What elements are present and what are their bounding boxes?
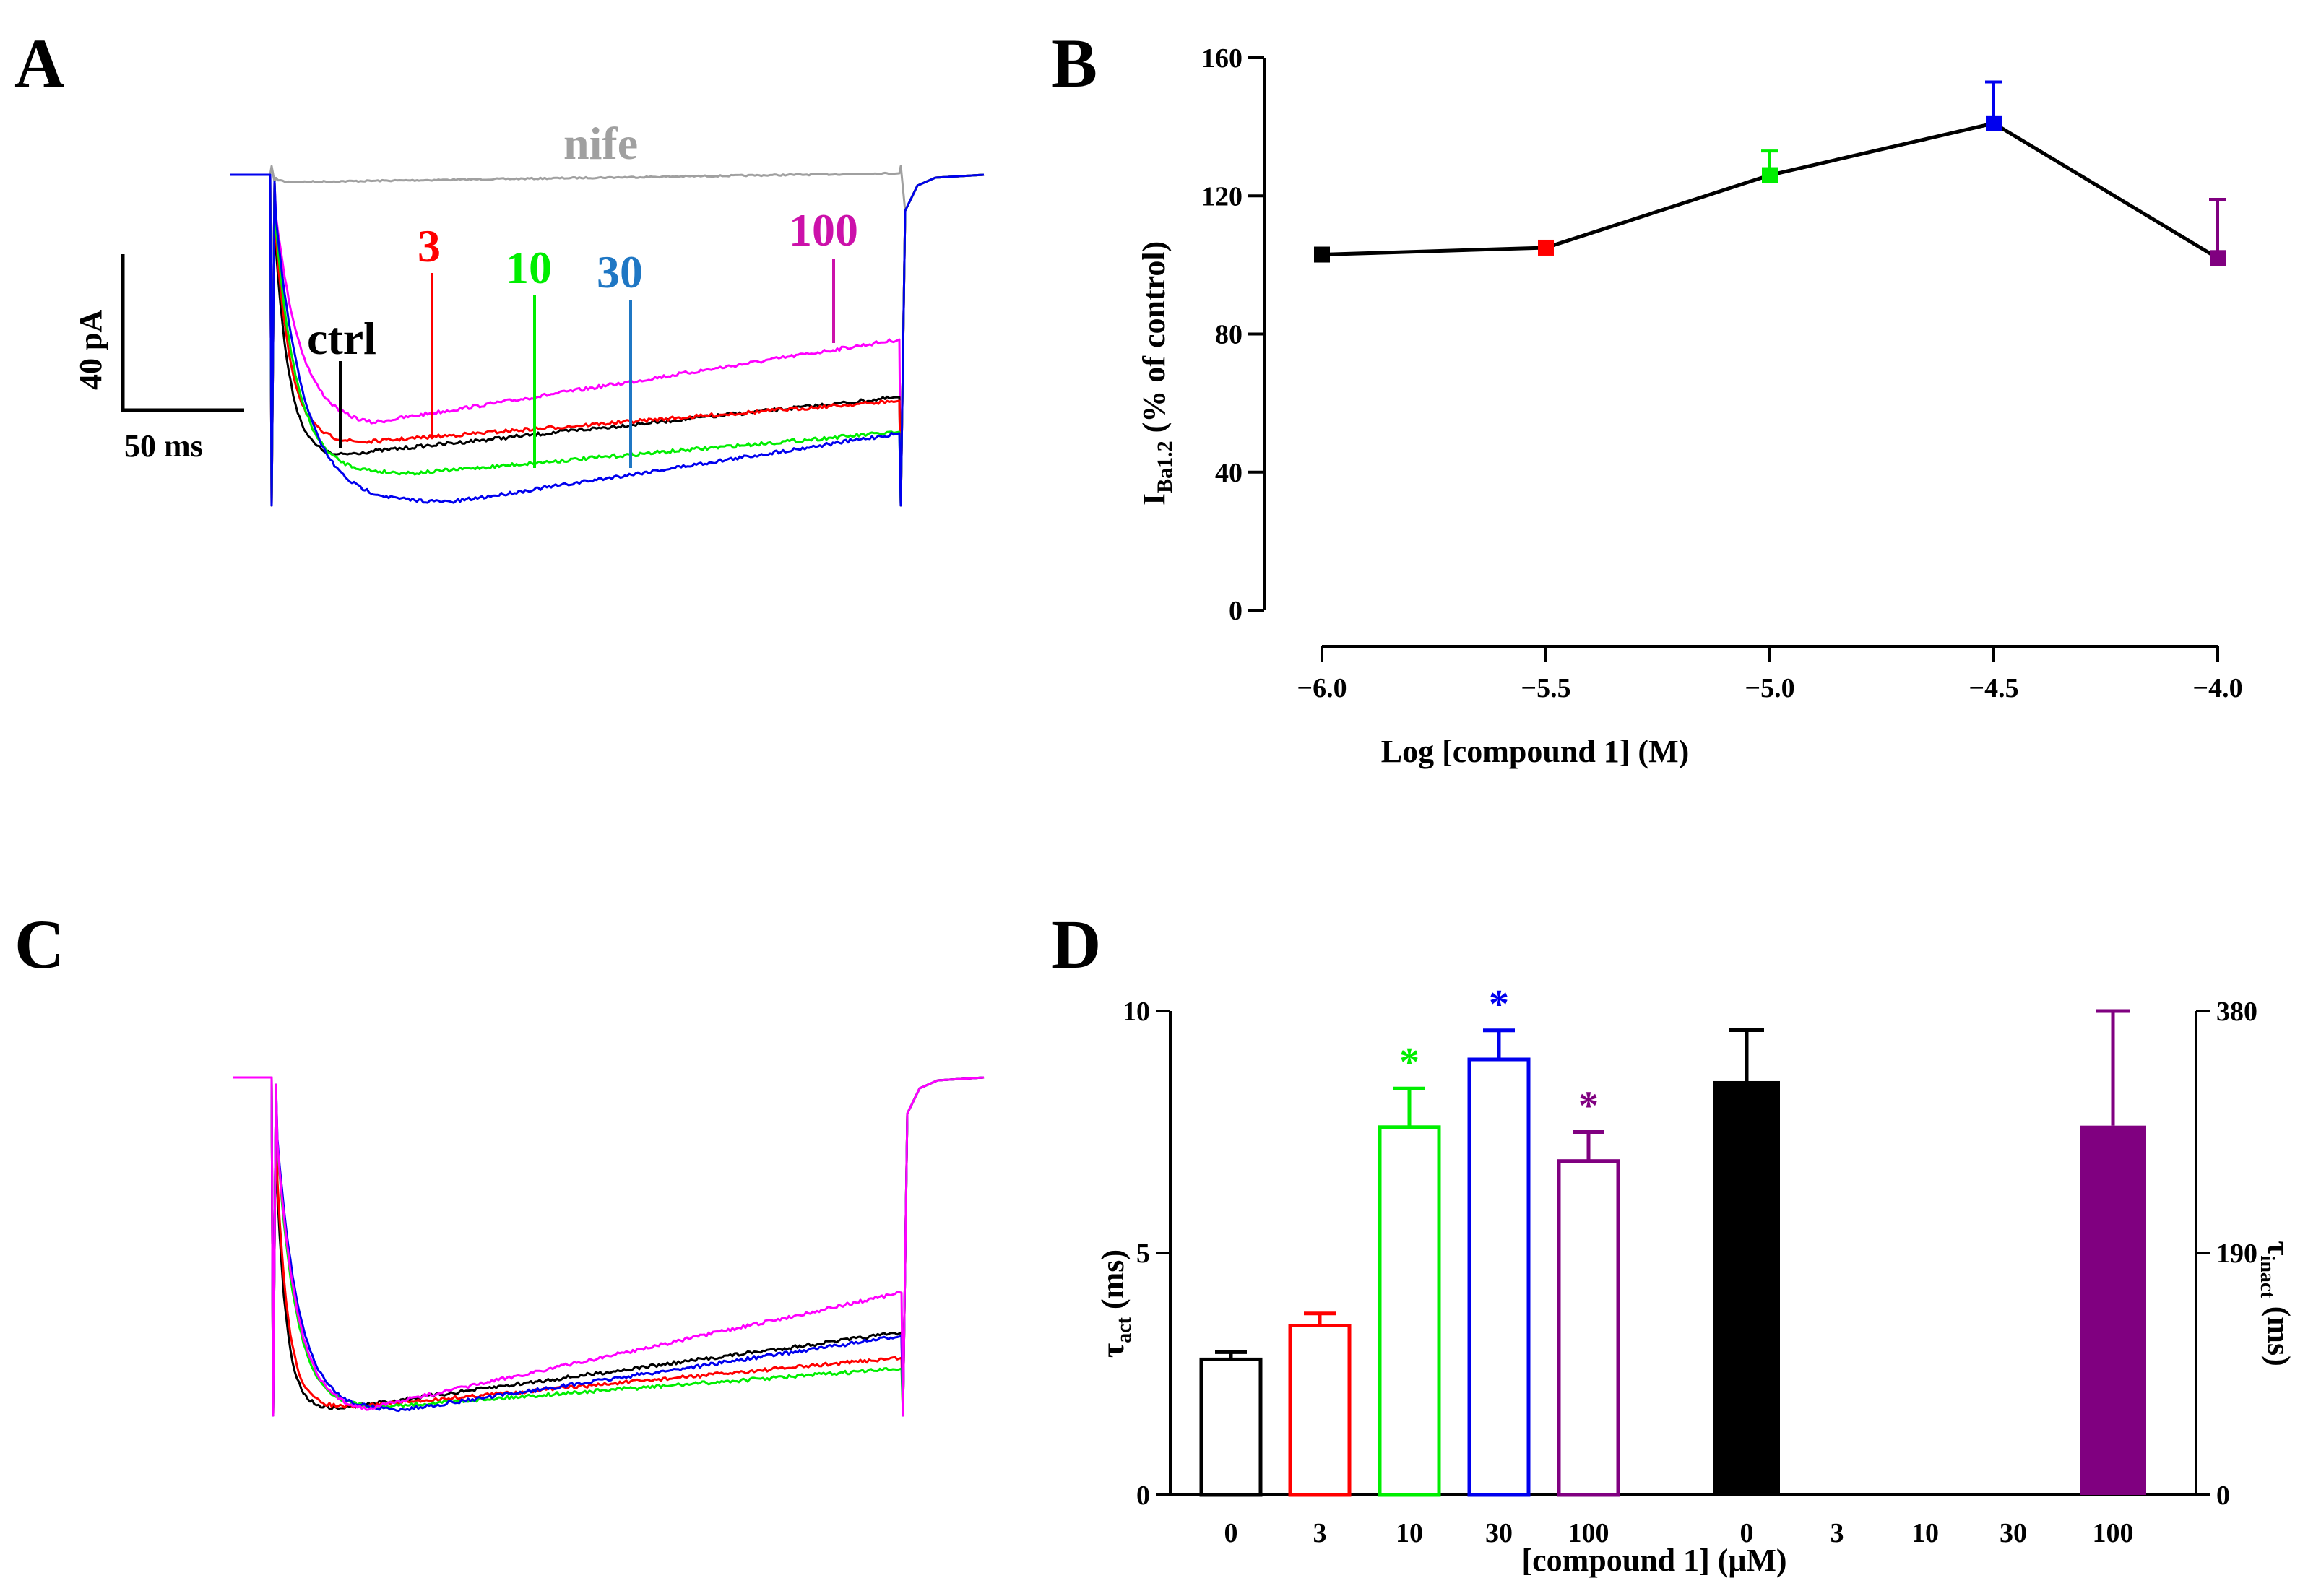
panel-b-point bbox=[1986, 115, 2002, 131]
panel-d-letter: D bbox=[1051, 906, 1101, 983]
panel-b-xtick-label: −5.0 bbox=[1745, 673, 1794, 703]
panel-b-ylabel-main: I bbox=[1136, 493, 1172, 506]
trace-c-ctrl bbox=[233, 1076, 985, 1417]
label-30: 30 bbox=[597, 246, 643, 298]
panel-b-letter: B bbox=[1051, 25, 1097, 102]
panel-b-point bbox=[1538, 239, 1554, 256]
panel-d-ylabel-left-sub: act bbox=[1113, 1317, 1136, 1343]
label-3: 3 bbox=[418, 220, 441, 272]
panel-d-ylabel-right: τinact (ms) bbox=[2256, 1241, 2296, 1366]
panel-d-xtick-label: 10 bbox=[1396, 1518, 1423, 1548]
panel-b-ytick-label: 0 bbox=[1229, 596, 1242, 626]
panel-d-ylabel-right-rest: (ms) bbox=[2261, 1298, 2296, 1366]
panel-d-right-tick-label: 190 bbox=[2216, 1239, 2257, 1269]
panel-b-xtick-label: −4.0 bbox=[2192, 673, 2242, 703]
panel-a-traces bbox=[230, 165, 985, 507]
panel-d-xtick-label: 100 bbox=[1568, 1518, 1609, 1548]
panel-d-xtick-label: 0 bbox=[1740, 1518, 1754, 1548]
panel-d-xtick-label: 3 bbox=[1831, 1518, 1844, 1548]
panel-a: A nife ctrl 3 10 30 100 40 pA 50 ms bbox=[14, 25, 985, 507]
panel-b-point bbox=[1762, 167, 1778, 183]
panel-d-ylabel-left-main: τ bbox=[1095, 1343, 1131, 1358]
trace-3 bbox=[230, 173, 985, 507]
panel-c: C bbox=[14, 906, 985, 1417]
panel-d-act-bar bbox=[1557, 1159, 1620, 1497]
panel-b-xtick-label: −4.5 bbox=[1968, 673, 2018, 703]
panel-d-right-tick-label: 380 bbox=[2216, 997, 2257, 1027]
panel-d-inact-bar bbox=[1713, 1080, 1780, 1495]
panel-b-plot: 0 40 80 120 160 −6.0 −5.5 −5.0 −4.5 −4.0 bbox=[1201, 43, 2243, 703]
panel-d-ylabel-left: τact (ms) bbox=[1095, 1249, 1136, 1358]
panel-d-ylabel-right-main: τ bbox=[2261, 1241, 2296, 1255]
panel-d-right-tick-label: 0 bbox=[2216, 1480, 2230, 1511]
panel-b-ytick-label: 160 bbox=[1201, 43, 1242, 74]
panel-d-xtick-label: 30 bbox=[1485, 1518, 1513, 1548]
panel-d-act-bar bbox=[1378, 1125, 1441, 1497]
panel-d-xtick-label: 3 bbox=[1313, 1518, 1327, 1548]
panel-d-significance-star: * bbox=[1489, 982, 1509, 1027]
panel-b-point bbox=[2210, 250, 2226, 266]
panel-b-ylabel: IBa1.2 (% of control) bbox=[1136, 241, 1177, 506]
scale-bar: 40 pA 50 ms bbox=[73, 254, 244, 464]
panel-d-xtick-label: 30 bbox=[2000, 1518, 2027, 1548]
scale-time-label: 50 ms bbox=[124, 428, 203, 464]
panel-b-ylabel-rest: (% of control) bbox=[1136, 241, 1172, 441]
panel-d-act-bar bbox=[1288, 1324, 1352, 1497]
trace-nife bbox=[230, 165, 985, 212]
panel-c-letter: C bbox=[14, 906, 64, 983]
panel-b-xtick-label: −5.5 bbox=[1521, 673, 1570, 703]
panel-d-act-bar bbox=[1199, 1357, 1263, 1497]
trace-ctrl bbox=[230, 173, 985, 507]
panel-a-letter: A bbox=[14, 25, 64, 102]
panel-b-ytick-label: 120 bbox=[1201, 181, 1242, 212]
label-nife: nife bbox=[563, 118, 638, 169]
label-ctrl: ctrl bbox=[307, 313, 376, 364]
panel-d-left-tick-label: 5 bbox=[1136, 1239, 1150, 1269]
panel-b-ytick-label: 40 bbox=[1215, 458, 1242, 488]
panel-c-traces bbox=[233, 1076, 985, 1417]
trace-100 bbox=[230, 173, 985, 507]
panel-b-ylabel-sub: Ba1.2 bbox=[1153, 441, 1177, 493]
trace-10 bbox=[230, 173, 985, 507]
panel-b-xtick-label: −6.0 bbox=[1297, 673, 1347, 703]
panel-d-xtick-label: 100 bbox=[2093, 1518, 2134, 1548]
label-10: 10 bbox=[506, 242, 552, 293]
trace-30 bbox=[230, 173, 985, 507]
panel-b-ytick-label: 80 bbox=[1215, 320, 1242, 350]
panel-b: B 0 40 80 120 160 −6.0 −5.5 −5.0 −4.5 −4.0 Log [c… bbox=[1051, 25, 2243, 769]
label-100: 100 bbox=[789, 204, 858, 256]
panel-d-significance-star: * bbox=[1578, 1084, 1599, 1129]
trace-c-3 bbox=[233, 1076, 985, 1417]
panel-d-ylabel-right-sub: inact bbox=[2256, 1256, 2278, 1299]
panel-d-xtick-label: 10 bbox=[1911, 1518, 1939, 1548]
panel-b-xlabel: Log [compound 1] (M) bbox=[1381, 734, 1690, 769]
panel-d-act-bar bbox=[1467, 1057, 1531, 1497]
panel-d-significance-star: * bbox=[1399, 1040, 1419, 1085]
panel-d-ylabel-left-rest: (ms) bbox=[1095, 1249, 1131, 1317]
trace-c-100 bbox=[233, 1076, 985, 1417]
panel-d-xlabel: [compound 1] (μM) bbox=[1521, 1543, 1786, 1578]
scale-current-label: 40 pA bbox=[73, 310, 108, 390]
panel-d-left-tick-label: 0 bbox=[1136, 1480, 1150, 1511]
panel-d-inact-bar bbox=[2080, 1125, 2146, 1495]
panel-d-left-tick-label: 10 bbox=[1123, 997, 1150, 1027]
panel-b-point bbox=[1314, 246, 1330, 263]
trace-c-30 bbox=[233, 1076, 985, 1417]
panel-d-xtick-label: 0 bbox=[1224, 1518, 1238, 1548]
panel-b-series-line bbox=[1321, 121, 2219, 260]
trace-c-10 bbox=[233, 1076, 985, 1417]
